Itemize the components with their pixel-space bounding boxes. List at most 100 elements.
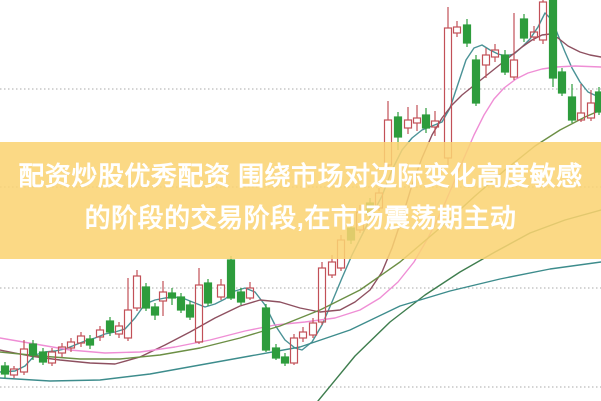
candle-body — [66, 341, 76, 349]
candle-body — [481, 54, 491, 66]
candle-body — [85, 338, 95, 346]
candle-body — [317, 267, 327, 323]
candle-down — [38, 348, 48, 365]
candle-down — [557, 68, 567, 96]
candle-down — [85, 335, 95, 349]
candle-body — [105, 320, 115, 333]
candle-down — [519, 14, 529, 42]
candle-body — [529, 31, 539, 38]
candle-up — [586, 90, 596, 121]
caption-banner: 配资炒股优秀配资 围绕市场对边际变化高度敏感 的阶段的交易阶段,在市场震荡期主动 — [0, 142, 601, 259]
candle-body — [158, 291, 168, 302]
ma-mid-pink — [0, 65, 601, 354]
candle-body — [95, 329, 105, 338]
candle-body — [586, 102, 596, 119]
candle-body — [150, 306, 160, 316]
candle-up — [158, 281, 168, 316]
candle-body — [132, 275, 142, 309]
candle-body — [594, 91, 601, 113]
candle-up — [403, 107, 413, 134]
candle-body — [203, 282, 213, 304]
candle-body — [567, 96, 577, 121]
caption-line-1: 配资炒股优秀配资 围绕市场对边际变化高度敏感 — [18, 161, 583, 191]
candle-up — [66, 338, 76, 352]
candle-up — [308, 318, 318, 338]
candle-body — [538, 1, 548, 41]
candle-up — [576, 84, 586, 122]
candle-down — [185, 301, 195, 320]
candle-up — [452, 21, 462, 37]
candle-down — [271, 344, 281, 360]
candle-body — [452, 26, 462, 34]
candle-body — [57, 346, 67, 354]
candle-up — [298, 327, 308, 342]
candle-body — [280, 356, 290, 364]
candle-body — [327, 261, 337, 276]
candle-body — [9, 368, 19, 376]
candle-up — [538, 0, 548, 44]
candle-body — [185, 304, 195, 318]
candle-down — [421, 108, 431, 133]
candle-up — [509, 13, 519, 80]
candle-body — [519, 18, 529, 39]
candle-body — [509, 59, 519, 78]
candle-body — [0, 365, 10, 375]
candle-up — [132, 270, 142, 311]
candle-body — [403, 119, 413, 129]
candle-body — [548, 0, 558, 79]
candle-body — [271, 347, 281, 359]
candle-up — [216, 279, 226, 300]
candle-up — [430, 111, 440, 136]
candle-up — [289, 334, 299, 365]
candle-up — [194, 268, 204, 344]
candle-down — [471, 55, 481, 106]
candle-down — [280, 353, 290, 366]
candle-body — [500, 54, 510, 73]
candle-body — [421, 114, 431, 129]
candle-up — [19, 340, 29, 375]
candle-down — [167, 288, 177, 305]
candle-body — [412, 117, 422, 124]
candle-body — [226, 259, 236, 299]
candle-down — [0, 362, 10, 378]
candle-body — [114, 325, 124, 335]
candle-down — [548, 0, 558, 87]
candle-body — [430, 120, 440, 128]
candle-body — [289, 337, 299, 364]
candle-body — [19, 348, 29, 373]
candle-up — [317, 262, 327, 325]
candle-body — [261, 307, 271, 351]
candle-up — [9, 366, 19, 378]
candle-up — [245, 282, 255, 300]
candle-body — [471, 59, 481, 104]
candle-down — [567, 84, 577, 123]
candle-body — [194, 284, 204, 343]
candle-body — [123, 309, 133, 339]
candle-body — [462, 24, 472, 44]
candle-body — [76, 335, 86, 344]
candle-body — [176, 296, 186, 311]
candle-body — [490, 49, 500, 58]
candle-body — [216, 284, 226, 298]
candle-body — [393, 116, 403, 138]
candle-down — [594, 87, 601, 115]
candle-down — [261, 304, 271, 352]
candle-up — [490, 44, 500, 62]
candle-down — [462, 19, 472, 47]
caption-line-2: 的阶段的交易阶段,在市场震荡期主动 — [84, 203, 517, 233]
candle-down — [226, 256, 236, 300]
candle-up — [76, 332, 86, 347]
candle-down — [236, 288, 246, 305]
candle-down — [203, 279, 213, 306]
candle-body — [28, 343, 38, 356]
ma-slowest-teal — [0, 261, 601, 382]
candle-down — [28, 340, 38, 360]
candle-up — [481, 48, 491, 78]
candle-body — [141, 286, 151, 309]
candle-down — [105, 317, 115, 336]
candle-body — [236, 291, 246, 303]
candle-up — [95, 326, 105, 341]
candle-body — [245, 287, 255, 299]
candle-up — [47, 348, 57, 366]
